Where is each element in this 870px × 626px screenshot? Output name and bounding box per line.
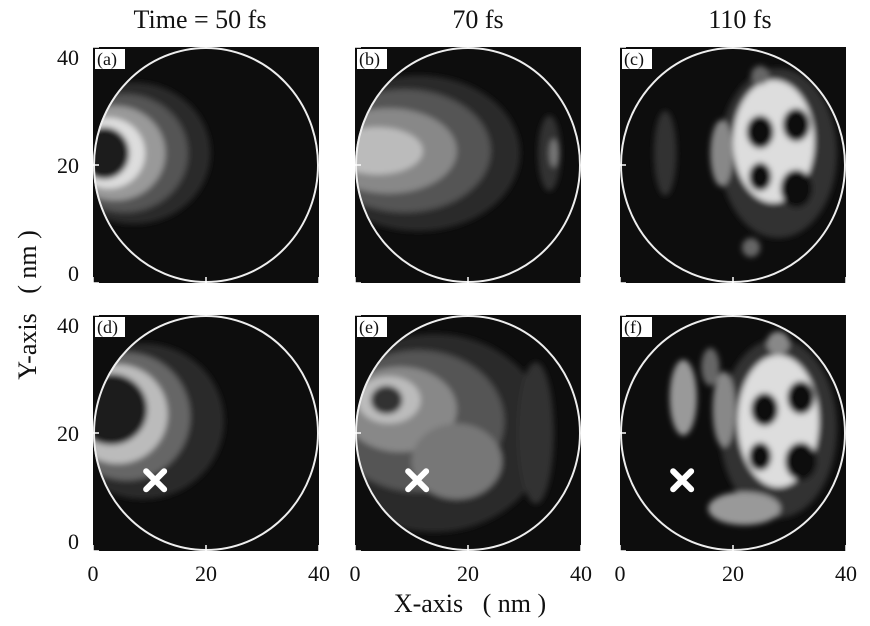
contour-region: [708, 492, 781, 526]
y-tick-label: 20: [57, 421, 79, 446]
contour-region: [93, 374, 148, 445]
panel-label-bg: [95, 49, 125, 69]
x-tick-label: 40: [835, 561, 857, 586]
x-tick-label: 20: [457, 561, 479, 586]
contour-region: [710, 120, 733, 187]
y-axis-label: Y-axis ( nm ): [13, 230, 42, 379]
contour-region: [370, 385, 403, 415]
panel-label: (b): [359, 49, 380, 70]
contour-region: [780, 169, 813, 208]
y-tick-label: 40: [57, 45, 79, 70]
panel: (a) 0 20 40: [57, 45, 320, 286]
panel-label-bg: [622, 317, 652, 337]
impurity-marker: [405, 468, 430, 493]
y-tick-label: 0: [68, 529, 79, 554]
panel-label-bg: [622, 49, 652, 69]
panel-label: (a): [97, 49, 117, 70]
contours: [669, 331, 837, 526]
panel-label-bg: [357, 317, 387, 337]
contour-region: [787, 381, 815, 415]
column-title: 70 fs: [452, 5, 503, 34]
contour-region: [751, 65, 770, 85]
x-tick-label: 0: [615, 561, 626, 586]
impurity-marker: [670, 468, 695, 493]
contour-region: [766, 331, 790, 356]
column-title: 110 fs: [708, 5, 771, 34]
contour-region: [538, 115, 561, 191]
y-tick-label: 40: [57, 313, 79, 338]
contour-region: [712, 371, 736, 448]
contour-region: [751, 392, 779, 426]
contour-region: [653, 110, 677, 196]
contour-region: [549, 139, 559, 168]
contours: [653, 65, 837, 258]
x-tick-label: 0: [350, 561, 361, 586]
x-axis-label: X-axis ( nm ): [394, 589, 546, 618]
contours: [355, 333, 554, 533]
contour-region: [784, 442, 817, 481]
contours: [93, 343, 225, 500]
y-tick-label: 0: [68, 261, 79, 286]
contour-region: [411, 423, 502, 500]
column-title: Time = 50 fs: [134, 5, 267, 34]
panel: (d) 0 20 40 0 20 40: [57, 313, 330, 586]
contour-region: [748, 162, 772, 191]
y-tick-label: 20: [57, 153, 79, 178]
panel-label: (e): [359, 317, 379, 338]
panel: (f) 0 20 40: [615, 314, 857, 586]
contour-region: [669, 359, 697, 436]
x-tick-label: 20: [722, 561, 744, 586]
contours: [93, 82, 211, 224]
x-tick-label: 20: [195, 561, 217, 586]
panel-label: (c): [624, 49, 644, 70]
contour-region: [517, 362, 554, 504]
panel-label-bg: [95, 317, 125, 337]
x-tick-label: 40: [308, 561, 330, 586]
x-tick-label: 40: [570, 561, 592, 586]
panel: (b): [354, 46, 582, 284]
contour-region: [93, 127, 130, 180]
impurity-marker: [143, 468, 168, 493]
panel: (c): [619, 46, 847, 284]
contour-region: [355, 127, 423, 175]
contour-region: [701, 348, 720, 386]
x-tick-label: 0: [88, 561, 99, 586]
panel-label: (d): [97, 317, 118, 338]
panel: (e) 0 20 40: [350, 314, 592, 586]
panel-label: (f): [624, 317, 642, 338]
contour-region: [746, 115, 774, 149]
contour-region: [782, 108, 810, 142]
panel-label-bg: [357, 49, 387, 69]
contour-region: [742, 238, 761, 258]
contour-region: [748, 442, 772, 471]
